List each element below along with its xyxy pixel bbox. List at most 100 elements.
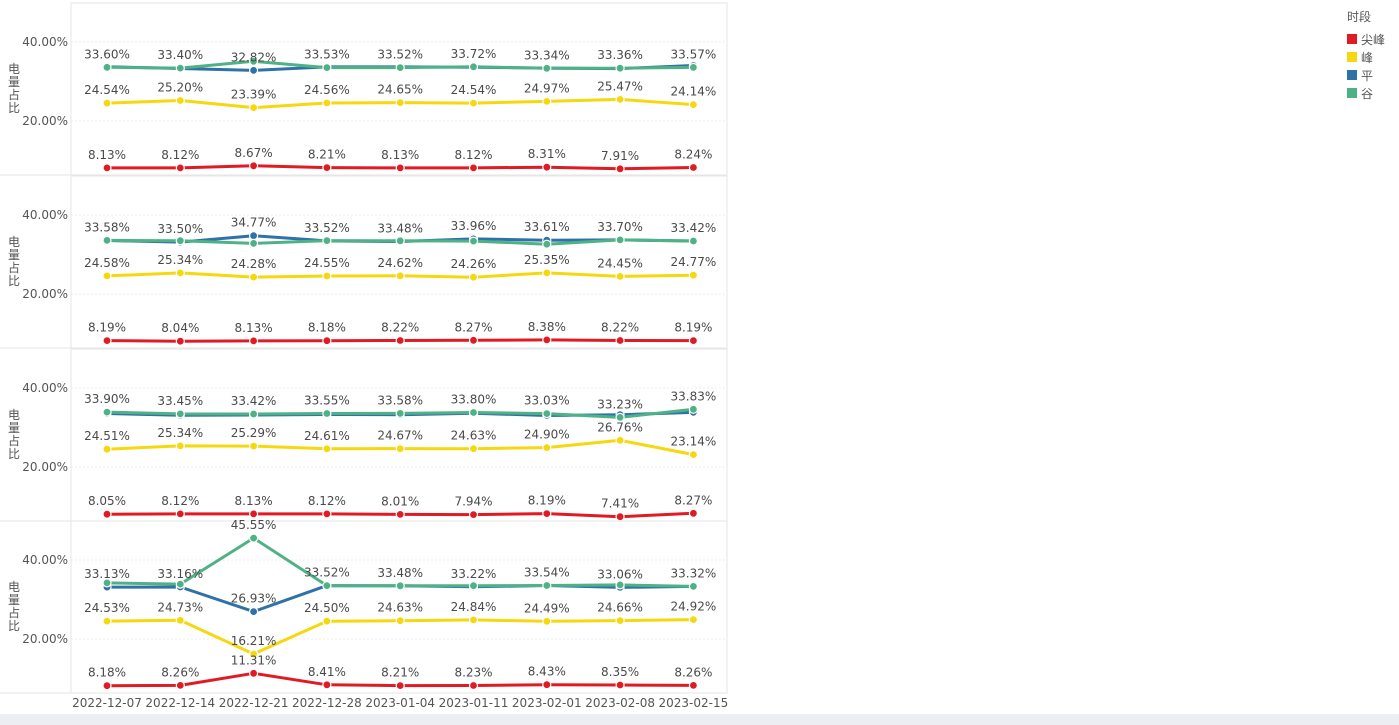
legend-item-gu[interactable]: 谷: [1347, 84, 1385, 102]
data-label: 8.23%: [454, 665, 492, 679]
data-label: 7.91%: [601, 149, 639, 163]
y-tick-label: 40.00%: [22, 381, 68, 395]
data-label: 33.52%: [304, 566, 350, 580]
data-point: [249, 56, 259, 66]
data-point: [542, 508, 552, 519]
data-point: [615, 512, 625, 522]
legend-item-feng[interactable]: 峰: [1347, 48, 1385, 66]
legend: 时段 尖峰 峰 平 谷: [1347, 8, 1385, 102]
data-point: [395, 62, 405, 73]
data-label: 23.39%: [231, 88, 277, 102]
data-point: [249, 336, 259, 346]
data-label: 25.47%: [597, 79, 643, 93]
data-point: [468, 407, 479, 418]
data-label: 8.04%: [161, 321, 199, 335]
legend-item-ping[interactable]: 平: [1347, 66, 1385, 84]
data-point: [102, 681, 112, 691]
data-label: 33.96%: [451, 219, 497, 233]
data-point: [322, 236, 332, 246]
data-label: 8.18%: [308, 321, 346, 335]
data-point: [688, 614, 699, 625]
data-label: 24.55%: [304, 256, 350, 270]
data-point: [249, 441, 259, 451]
legend-label: 平: [1361, 68, 1374, 83]
data-point: [542, 239, 552, 249]
data-label: 33.60%: [84, 47, 130, 61]
data-label: 26.76%: [597, 420, 643, 434]
legend-item-jianfeng[interactable]: 尖峰: [1347, 30, 1385, 48]
data-label: 24.56%: [304, 83, 350, 97]
data-point: [542, 680, 552, 690]
data-label: 33.52%: [377, 48, 423, 62]
data-label: 8.67%: [235, 146, 273, 160]
data-point: [322, 580, 332, 591]
data-point: [542, 409, 552, 419]
data-label: 26.93%: [231, 592, 277, 606]
data-label: 33.48%: [377, 221, 423, 235]
data-point: [175, 441, 185, 451]
data-label: 24.66%: [597, 601, 643, 615]
data-label: 33.22%: [451, 567, 497, 581]
data-point: [175, 95, 185, 106]
data-point: [688, 62, 699, 73]
data-point: [249, 272, 259, 282]
data-point: [615, 271, 625, 281]
data-label: 24.49%: [524, 601, 570, 615]
data-point: [468, 98, 479, 108]
data-point: [468, 680, 479, 691]
data-point: [395, 680, 405, 691]
data-point: [468, 272, 479, 282]
data-point: [322, 408, 332, 419]
data-label: 33.83%: [671, 389, 717, 403]
data-point: [102, 98, 112, 108]
data-point: [688, 162, 699, 173]
data-label: 16.21%: [231, 634, 277, 648]
data-label: 8.26%: [674, 665, 712, 679]
data-point: [249, 509, 259, 519]
data-point: [175, 615, 185, 625]
y-axis-label: 电量占比: [8, 580, 20, 633]
data-point: [102, 271, 112, 281]
data-label: 32.82%: [231, 50, 277, 64]
data-point: [322, 271, 332, 281]
data-label: 33.90%: [84, 392, 130, 406]
y-tick-label: 20.00%: [22, 114, 68, 128]
legend-label: 尖峰: [1361, 32, 1386, 47]
data-label: 33.50%: [157, 222, 203, 236]
data-point: [322, 163, 332, 173]
data-label: 33.80%: [451, 392, 497, 406]
data-point: [542, 268, 552, 278]
data-point: [395, 335, 405, 346]
data-point: [102, 407, 112, 417]
data-point: [615, 435, 625, 445]
y-tick-label: 40.00%: [22, 35, 68, 49]
data-label: 24.54%: [451, 83, 497, 97]
data-label: 8.13%: [235, 494, 273, 508]
data-label: 24.63%: [451, 429, 497, 443]
data-label: 8.24%: [674, 147, 712, 161]
data-point: [468, 62, 479, 72]
data-point: [468, 163, 479, 173]
data-point: [249, 533, 259, 543]
data-point: [102, 336, 112, 346]
data-point: [175, 680, 185, 691]
data-label: 33.03%: [524, 394, 570, 408]
data-label: 24.26%: [451, 257, 497, 271]
x-tick-label: 2023-01-04: [365, 696, 435, 710]
data-point: [542, 616, 552, 626]
data-point: [688, 270, 699, 280]
data-label: 24.65%: [377, 83, 423, 97]
data-label: 33.57%: [671, 47, 717, 61]
data-point: [542, 443, 552, 453]
data-label: 8.21%: [381, 666, 419, 680]
data-point: [688, 680, 699, 691]
data-point: [615, 615, 625, 626]
data-label: 24.14%: [671, 85, 717, 99]
data-point: [468, 236, 479, 246]
y-tick-label: 20.00%: [22, 287, 68, 301]
data-label: 8.35%: [601, 665, 639, 679]
data-point: [542, 162, 552, 172]
horizontal-scrollbar[interactable]: [0, 714, 1399, 725]
data-label: 24.77%: [671, 255, 717, 269]
data-point: [615, 580, 625, 590]
